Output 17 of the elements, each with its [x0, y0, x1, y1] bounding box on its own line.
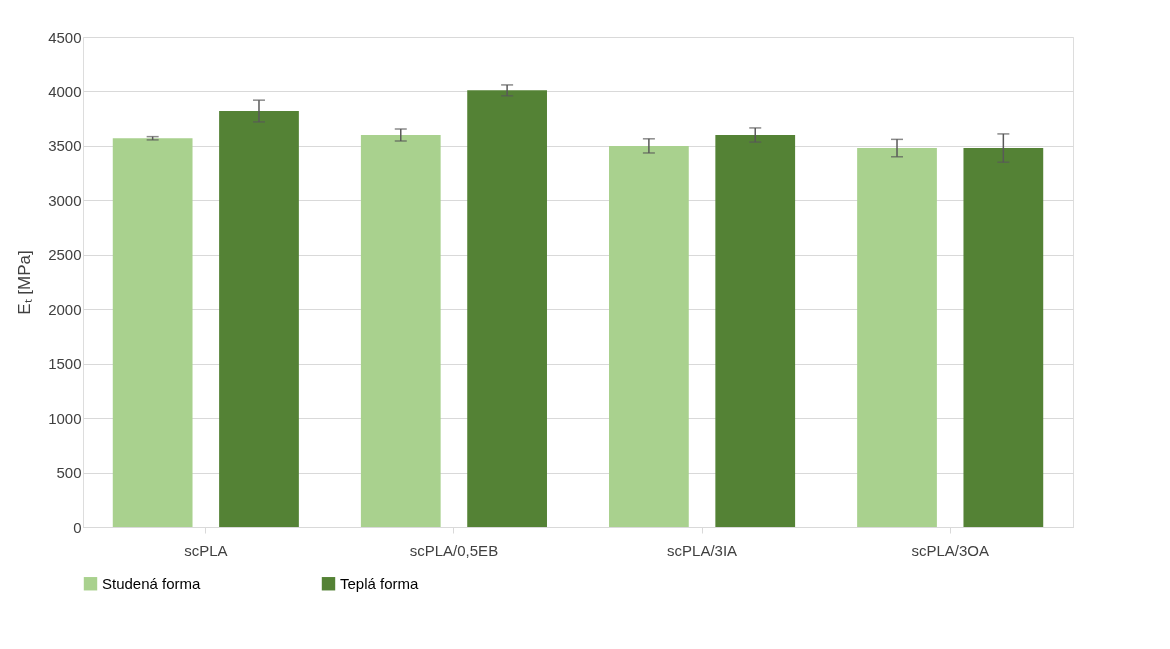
y-axis-title: Eₜ [MPa]: [15, 250, 35, 315]
x-tick-label: scPLA/0,5EB: [409, 541, 499, 559]
y-tick-label: 500: [56, 464, 82, 482]
y-tick-label: 1000: [48, 409, 82, 427]
legend-label: Studená forma: [102, 574, 202, 592]
y-tick-label: 2000: [48, 300, 82, 318]
y-tick-label: 1500: [48, 355, 82, 373]
y-tick-label: 3500: [48, 137, 82, 155]
y-tick-label: 0: [73, 518, 82, 536]
y-tick-label: 4000: [48, 82, 82, 100]
y-tick-label: 2500: [48, 246, 82, 264]
legend-label: Teplá forma: [340, 574, 420, 592]
x-tick-label: scPLA/3OA: [911, 541, 989, 559]
x-tick-label: scPLA/3IA: [667, 541, 738, 559]
y-tick-label: 4500: [48, 28, 82, 46]
x-tick-label: scPLA: [184, 541, 228, 559]
y-tick-label: 3000: [48, 191, 82, 209]
